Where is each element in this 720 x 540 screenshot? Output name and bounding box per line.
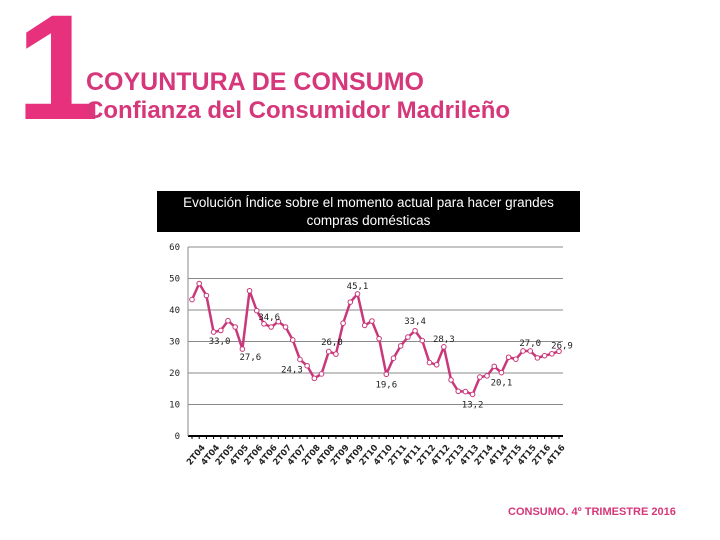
data-point <box>340 320 346 327</box>
data-point <box>203 292 210 299</box>
data-label: 45,1 <box>347 282 369 292</box>
data-point <box>491 363 498 370</box>
data-point <box>433 362 440 368</box>
data-point <box>297 356 303 363</box>
series-line <box>190 282 560 396</box>
data-point <box>246 287 253 294</box>
y-tick-label: 30 <box>169 338 180 348</box>
data-label: 26,9 <box>551 341 573 351</box>
data-point <box>253 307 260 314</box>
page-subtitle: Confianza del Consumidor Madrileño <box>86 97 511 124</box>
data-point <box>405 334 411 340</box>
data-point <box>477 374 483 380</box>
data-point <box>275 318 282 325</box>
data-point <box>196 280 202 287</box>
data-point <box>376 335 382 342</box>
data-point <box>347 299 354 305</box>
data-point <box>318 371 325 377</box>
data-label: 33,4 <box>404 317 426 327</box>
data-point <box>462 388 469 395</box>
data-point <box>549 350 555 357</box>
data-point <box>412 327 418 334</box>
data-point <box>311 375 318 382</box>
data-point <box>556 348 562 355</box>
y-tick-label: 10 <box>169 401 180 411</box>
data-point <box>354 291 361 297</box>
data-label: 19,6 <box>375 380 397 390</box>
chart-title: Evolución Índice sobre el momento actual… <box>157 191 580 232</box>
data-point <box>333 351 339 357</box>
data-point <box>390 355 397 361</box>
footer-text: CONSUMO. 4º TRIMESTRE 2016 <box>508 506 676 518</box>
data-point <box>484 373 490 379</box>
y-tick-label: 60 <box>169 243 180 253</box>
data-label: 34,6 <box>258 313 280 323</box>
data-point <box>225 317 231 324</box>
y-tick-label: 20 <box>169 369 180 379</box>
data-point <box>534 355 541 361</box>
data-point <box>448 377 454 383</box>
data-label: 27,6 <box>240 353 262 363</box>
data-point <box>383 371 390 378</box>
data-point <box>426 359 433 366</box>
data-point <box>419 337 426 344</box>
data-point <box>217 327 224 334</box>
data-point <box>505 354 512 361</box>
data-point <box>239 346 246 352</box>
data-point <box>268 324 274 330</box>
data-label: 28,3 <box>433 335 455 345</box>
data-point <box>513 356 519 362</box>
data-point <box>469 391 476 398</box>
data-point <box>289 337 296 343</box>
data-point <box>189 296 195 303</box>
data-label: 20,1 <box>491 379 513 389</box>
y-tick-label: 0 <box>175 432 180 442</box>
data-point <box>541 352 548 359</box>
data-label: 26,0 <box>321 338 343 348</box>
data-point <box>325 348 332 355</box>
data-label: 27,0 <box>519 339 541 349</box>
y-tick-label: 40 <box>169 306 180 316</box>
data-point <box>498 369 505 376</box>
data-point <box>282 324 289 330</box>
data-point <box>397 343 404 349</box>
data-point <box>455 388 462 395</box>
data-point <box>261 321 267 327</box>
data-point <box>520 348 526 354</box>
data-label: 13,2 <box>462 400 484 410</box>
section-number: 1 <box>16 0 99 151</box>
data-point <box>304 362 310 369</box>
y-tick-label: 50 <box>169 275 180 285</box>
data-label: 24,3 <box>281 365 303 375</box>
data-point <box>232 324 238 330</box>
data-point <box>210 329 217 335</box>
page-title: COYUNTURA DE CONSUMO <box>86 68 424 96</box>
data-point <box>369 318 375 324</box>
data-point <box>361 322 368 329</box>
data-point <box>527 348 534 354</box>
data-point <box>441 344 447 350</box>
data-label: 33,0 <box>209 337 231 347</box>
